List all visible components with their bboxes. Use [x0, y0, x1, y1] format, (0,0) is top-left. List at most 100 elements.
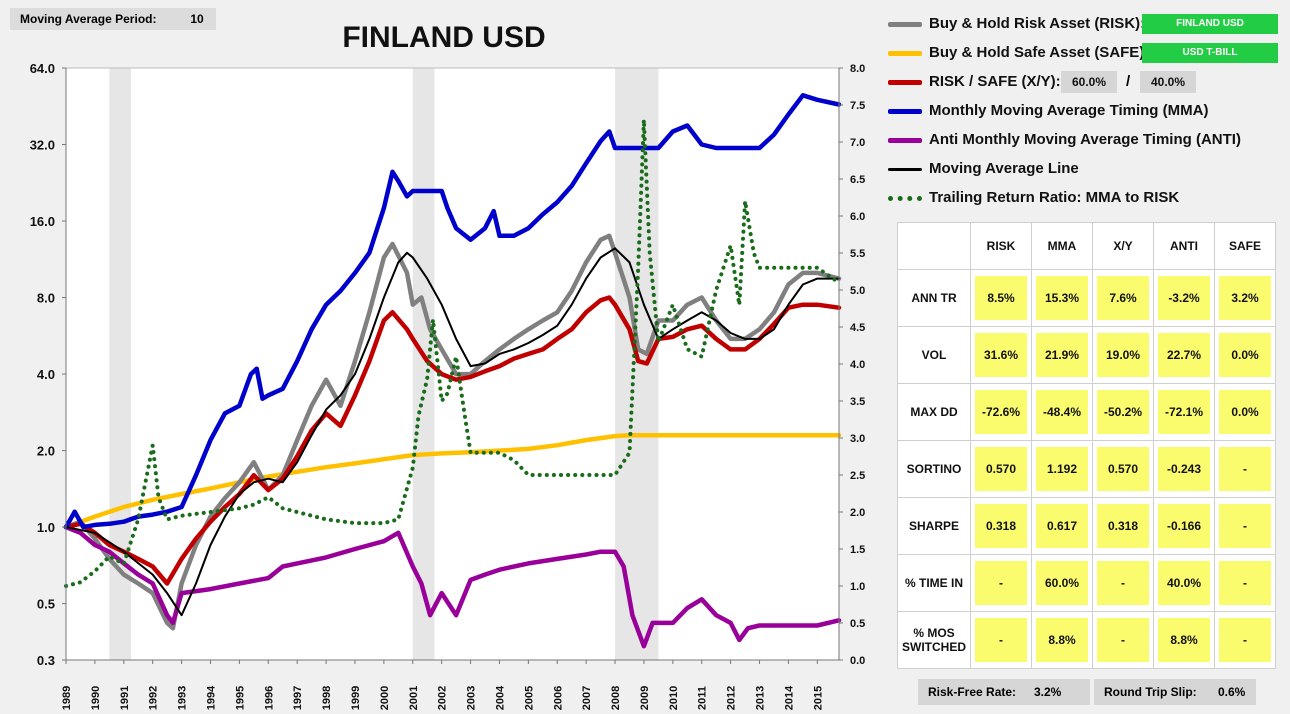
- y-left-tick-label: 0.3: [37, 653, 55, 668]
- x-tick-label: 2009: [639, 686, 651, 710]
- stats-cell: 31.6%: [975, 333, 1027, 377]
- stats-cell: 8.8%: [1036, 618, 1088, 662]
- legend-ratio-swatch: [888, 195, 922, 201]
- y-left-tick-label: 2.0: [37, 444, 55, 459]
- stats-cell: 0.0%: [1219, 390, 1271, 434]
- stats-cell: -0.243: [1158, 447, 1210, 491]
- x-tick-label: 1993: [177, 686, 189, 710]
- legend-ma-swatch: [888, 167, 922, 171]
- y-right-tick-label: 2.5: [850, 470, 865, 482]
- stats-col-header: RISK: [970, 222, 1032, 270]
- x-tick-label: 2013: [755, 686, 767, 710]
- y-left-tick-label: 64.0: [30, 61, 55, 76]
- y-right-tick-label: 2.0: [850, 507, 865, 519]
- round-trip-slip-label: Round Trip Slip:: [1104, 685, 1197, 699]
- y-left-tick-label: 1.0: [37, 520, 55, 535]
- stats-cell: -: [975, 561, 1027, 605]
- x-tick-label: 2001: [408, 686, 420, 710]
- x-tick-label: 1989: [61, 686, 73, 710]
- y-right-tick-label: 0.0: [850, 655, 865, 667]
- stats-cell: 0.570: [1097, 447, 1149, 491]
- stats-row: MAX DD -72.6% -48.4% -50.2% -72.1% 0.0%: [897, 383, 1276, 441]
- legend-mma-swatch: [888, 108, 922, 114]
- stats-cell: 60.0%: [1036, 561, 1088, 605]
- x-tick-label: 2006: [552, 686, 564, 710]
- legend-ma-label: Moving Average Line: [929, 160, 1079, 177]
- y-left-tick-label: 16.0: [30, 214, 55, 229]
- series-line: [63, 93, 842, 530]
- y-right-tick-label: 1.5: [850, 544, 865, 556]
- risk-asset-badge: FINLAND USD: [1142, 14, 1278, 34]
- x-tick-label: 2015: [812, 686, 824, 710]
- x-tick-label: 2008: [610, 686, 622, 710]
- y-right-tick-label: 8.0: [850, 63, 865, 75]
- stats-col-header: MMA: [1031, 222, 1093, 270]
- stats-cell: -48.4%: [1036, 390, 1088, 434]
- y-left-tick-label: 0.5: [37, 597, 55, 612]
- ma-period-value: 10: [190, 12, 204, 26]
- legend-safe-swatch: [888, 50, 922, 56]
- stats-cell: 21.9%: [1036, 333, 1088, 377]
- xy-risk-pct: 60.0%: [1061, 71, 1117, 93]
- xy-slash: /: [1126, 73, 1131, 90]
- stats-cell: 8.8%: [1158, 618, 1210, 662]
- y-right-tick-label: 3.5: [850, 396, 865, 408]
- y-left-tick-label: 8.0: [37, 291, 55, 306]
- chart: 64.0 32.0 16.0 8.0 4.0 2.0 1.0 0.5 0.3 8.0 7.5 7.0 6…: [30, 21, 866, 710]
- risk-free-rate-box: Risk-Free Rate: 3.2%: [918, 679, 1090, 705]
- y-left-tick-label: 4.0: [37, 367, 55, 382]
- x-tick-label: 2007: [581, 686, 593, 710]
- y-right-tick-label: 5.0: [850, 285, 865, 297]
- x-tick-label: 1997: [292, 686, 304, 710]
- risk-free-rate-label: Risk-Free Rate:: [928, 685, 1017, 699]
- stats-cell: -3.2%: [1158, 276, 1210, 320]
- x-tick-label: 1996: [263, 686, 275, 710]
- stats-cell: 0.570: [975, 447, 1027, 491]
- x-tick-label: 2003: [466, 686, 478, 710]
- x-tick-label: 1995: [234, 686, 246, 710]
- stats-col-header: X/Y: [1092, 222, 1154, 270]
- stats-cell: -: [1219, 447, 1271, 491]
- stats-cell: 0.0%: [1219, 333, 1271, 377]
- y-right-tick-label: 1.0: [850, 581, 865, 593]
- legend-anti-swatch: [888, 137, 922, 143]
- stats-row-label: % TIME IN: [897, 554, 971, 612]
- stats-cell: -: [1219, 618, 1271, 662]
- stats-cell: -50.2%: [1097, 390, 1149, 434]
- stats-row-label: ANN TR: [897, 269, 971, 327]
- stats-cell: -0.166: [1158, 504, 1210, 548]
- stats-row: ANN TR 8.5% 15.3% 7.6% -3.2% 3.2%: [897, 269, 1276, 327]
- x-tick-label: 2011: [697, 686, 709, 710]
- stats-col-header: SAFE: [1214, 222, 1276, 270]
- recession-band: [412, 68, 435, 660]
- stats-cell: -: [975, 618, 1027, 662]
- stats-header-row: RISK MMA X/Y ANTI SAFE: [897, 222, 1276, 270]
- stats-cell: 0.617: [1036, 504, 1088, 548]
- stats-col-header: ANTI: [1153, 222, 1215, 270]
- stats-row-label: SHARPE: [897, 497, 971, 555]
- x-tick-label: 1991: [119, 686, 131, 710]
- x-tick-label: 1999: [350, 686, 362, 710]
- stats-row: SHARPE 0.318 0.617 0.318 -0.166 -: [897, 497, 1276, 555]
- legend-risk-swatch: [888, 21, 922, 27]
- legend-safe: Buy & Hold Safe Asset (SAFE):: [888, 41, 1149, 65]
- stats-row: SORTINO 0.570 1.192 0.570 -0.243 -: [897, 440, 1276, 498]
- legend-risk: Buy & Hold Risk Asset (RISK):: [888, 12, 1145, 36]
- legend-mma-label: Monthly Moving Average Timing (MMA): [929, 102, 1209, 119]
- stats-cell: 19.0%: [1097, 333, 1149, 377]
- legend-safe-label: Buy & Hold Safe Asset (SAFE):: [929, 44, 1150, 61]
- xy-safe-pct: 40.0%: [1140, 71, 1196, 93]
- x-tick-label: 2002: [437, 686, 449, 710]
- series-line: [64, 117, 841, 588]
- stats-row: % TIME IN - 60.0% - 40.0% -: [897, 554, 1276, 612]
- stats-cell: 0.318: [975, 504, 1027, 548]
- legend-mma: Monthly Moving Average Timing (MMA): [888, 99, 1208, 123]
- stats-cell: 1.192: [1036, 447, 1088, 491]
- stats-cell: -: [1097, 561, 1149, 605]
- stats-cell: 3.2%: [1219, 276, 1271, 320]
- x-tick-label: 2014: [783, 685, 795, 710]
- x-tick-label: 2000: [379, 686, 391, 710]
- stats-cell: 15.3%: [1036, 276, 1088, 320]
- legend-anti: Anti Monthly Moving Average Timing (ANTI…: [888, 128, 1241, 152]
- stats-corner: [897, 222, 971, 270]
